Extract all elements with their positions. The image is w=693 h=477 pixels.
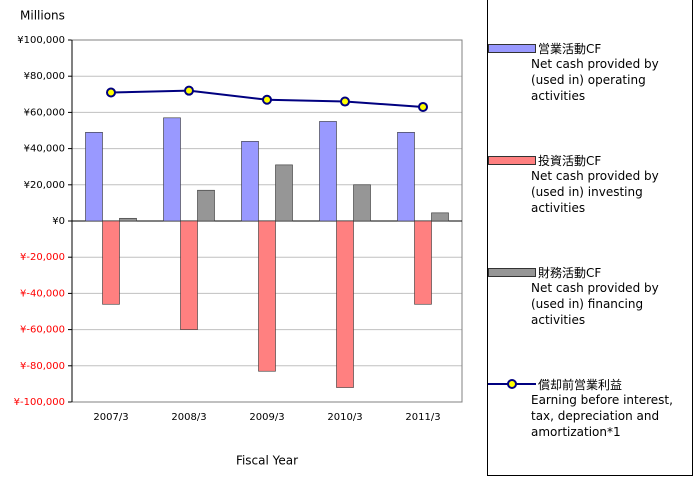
line-marker bbox=[184, 85, 194, 96]
y-tick-label: ¥40,000 bbox=[24, 144, 65, 155]
legend-description: Earning before interest, tax, depreciati… bbox=[531, 393, 673, 439]
bar bbox=[119, 217, 137, 222]
bar bbox=[85, 132, 103, 222]
legend-label: 財務活動CF bbox=[538, 265, 602, 280]
y-tick-label: ¥-40,000 bbox=[20, 288, 65, 299]
bar bbox=[275, 164, 293, 222]
legend-swatch bbox=[488, 267, 536, 277]
bar bbox=[397, 132, 415, 222]
y-tick-label: ¥-20,000 bbox=[20, 252, 65, 263]
x-tick-label: 2007/3 bbox=[93, 412, 128, 423]
legend-entry: 財務活動CF Net cash provided by (used in) fin… bbox=[488, 264, 688, 328]
line-marker bbox=[106, 87, 116, 98]
bar bbox=[319, 121, 337, 222]
legend-swatch bbox=[488, 379, 536, 389]
y-tick-label: ¥80,000 bbox=[24, 71, 65, 82]
bar bbox=[102, 220, 120, 305]
y-tick-label: ¥-60,000 bbox=[20, 325, 65, 336]
legend-entry: 投資活動CF Net cash provided by (used in) inv… bbox=[488, 152, 688, 216]
bar bbox=[258, 220, 276, 372]
x-axis-label: Fiscal Year bbox=[236, 454, 298, 468]
legend-description: Net cash provided by (used in) operating… bbox=[531, 57, 659, 103]
line-marker bbox=[418, 101, 428, 112]
bar bbox=[197, 189, 215, 222]
legend-head: 営業活動CF bbox=[488, 40, 688, 56]
x-tick-label: 2011/3 bbox=[405, 412, 440, 423]
legend-head: 財務活動CF bbox=[488, 264, 688, 280]
legend-marker bbox=[507, 379, 517, 389]
bar bbox=[241, 141, 259, 222]
x-tick-label: 2010/3 bbox=[327, 412, 362, 423]
y-tick-label: ¥100,000 bbox=[17, 35, 65, 46]
legend-description: Net cash provided by (used in) investing… bbox=[531, 169, 659, 215]
legend-entry: 償却前営業利益 Earning before interest, tax, dep… bbox=[488, 376, 688, 440]
bar bbox=[180, 220, 198, 330]
legend-head: 投資活動CF bbox=[488, 152, 688, 168]
legend-label: 営業活動CF bbox=[538, 41, 602, 56]
legend-swatch bbox=[488, 155, 536, 165]
line-marker bbox=[262, 94, 272, 105]
bar bbox=[414, 220, 432, 305]
y-tick-label: ¥0 bbox=[52, 216, 65, 227]
legend-entry: 営業活動CF Net cash provided by (used in) ope… bbox=[488, 40, 688, 104]
y-tick-label: ¥-80,000 bbox=[20, 361, 65, 372]
x-tick-label: 2009/3 bbox=[249, 412, 284, 423]
y-tick-label: ¥60,000 bbox=[24, 107, 65, 118]
y-unit: Millions bbox=[20, 9, 65, 23]
bar bbox=[431, 212, 449, 222]
legend-swatch bbox=[488, 43, 536, 53]
line-marker bbox=[340, 96, 350, 107]
x-tick-label: 2008/3 bbox=[171, 412, 206, 423]
y-tick-label: ¥-100,000 bbox=[14, 397, 65, 408]
bar bbox=[163, 117, 181, 222]
chart: Millions Fiscal Year ¥100,000 ¥80,000 ¥60,… bbox=[14, 9, 463, 468]
legend-label: 償却前営業利益 bbox=[538, 377, 623, 392]
legend-description: Net cash provided by (used in) financing… bbox=[531, 281, 659, 327]
bar bbox=[336, 220, 354, 388]
legend: 営業活動CF Net cash provided by (used in) ope… bbox=[487, 0, 693, 476]
bar bbox=[353, 184, 371, 222]
legend-label: 投資活動CF bbox=[538, 153, 602, 168]
legend-head: 償却前営業利益 bbox=[488, 376, 688, 392]
y-tick-label: ¥20,000 bbox=[24, 180, 65, 191]
